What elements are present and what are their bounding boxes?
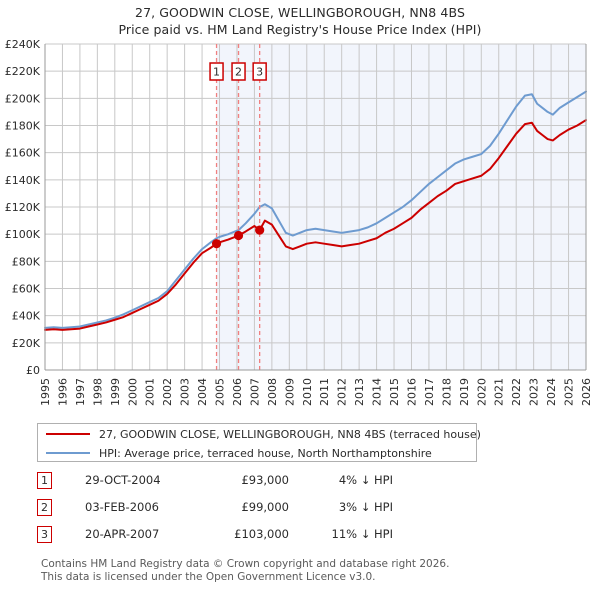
y-axis-tick-label: £120K bbox=[5, 201, 41, 214]
x-axis-tick-label: 1999 bbox=[109, 378, 122, 406]
footer-line-copyright: Contains HM Land Registry data © Crown c… bbox=[41, 558, 450, 570]
x-axis-tick-label: 2000 bbox=[126, 378, 139, 406]
y-axis-tick-label: £220K bbox=[5, 65, 41, 78]
x-axis-tick-label: 2024 bbox=[545, 378, 558, 406]
x-axis-tick-label: 2026 bbox=[580, 378, 593, 406]
sale-point-marker bbox=[255, 225, 265, 235]
x-axis-tick-label: 2017 bbox=[423, 378, 436, 406]
sale-point-marker bbox=[233, 230, 244, 241]
x-axis-tick-label: 1995 bbox=[39, 378, 52, 406]
title-address: 27, GOODWIN CLOSE, WELLINGBOROUGH, NN8 4… bbox=[135, 5, 465, 20]
page-title: 27, GOODWIN CLOSE, WELLINGBOROUGH, NN8 4… bbox=[0, 0, 600, 38]
transaction-badge-2: 2 bbox=[37, 499, 52, 516]
y-axis-tick-label: £200K bbox=[5, 92, 41, 105]
x-axis-tick-label: 2025 bbox=[563, 378, 576, 406]
x-axis-tick-label: 2007 bbox=[248, 378, 261, 406]
chart-marker-badge bbox=[231, 62, 246, 81]
x-axis-tick-label: 2016 bbox=[405, 378, 418, 406]
legend-swatch-hpi bbox=[46, 452, 90, 454]
x-axis-tick-label: 2010 bbox=[301, 378, 314, 406]
transactions-table: 1 29-OCT-2004 £93,000 4% ↓ HPI 2 03-FEB-… bbox=[37, 471, 507, 552]
y-axis-tick-label: £180K bbox=[5, 120, 41, 133]
x-axis-tick-label: 2015 bbox=[388, 378, 401, 406]
series-line bbox=[44, 119, 587, 331]
x-axis-tick-label: 2012 bbox=[336, 378, 349, 406]
y-axis-tick-label: £160K bbox=[5, 147, 41, 160]
x-axis-tick-label: 2020 bbox=[475, 378, 488, 406]
transaction-date-2: 03-FEB-2006 bbox=[85, 500, 159, 514]
footer-attribution: Contains HM Land Registry data © Crown c… bbox=[41, 558, 561, 583]
table-row: 1 29-OCT-2004 £93,000 4% ↓ HPI bbox=[37, 471, 507, 498]
legend-item-hpi: HPI: Average price, terraced house, Nort… bbox=[38, 444, 476, 462]
transaction-date-3: 20-APR-2007 bbox=[85, 527, 160, 541]
chart-marker-badge-label: 3 bbox=[256, 66, 263, 79]
x-axis-tick-label: 1997 bbox=[74, 378, 87, 406]
y-axis-tick-label: £140K bbox=[5, 174, 41, 187]
transaction-badge-1: 1 bbox=[37, 472, 52, 489]
table-row: 2 03-FEB-2006 £99,000 3% ↓ HPI bbox=[37, 498, 507, 525]
transaction-badge-3: 3 bbox=[37, 526, 52, 543]
transaction-delta-3: 11% ↓ HPI bbox=[331, 527, 393, 541]
x-axis-tick-label: 2013 bbox=[353, 378, 366, 406]
chart-marker-badge bbox=[252, 62, 267, 81]
footer-line-licence: This data is licensed under the Open Gov… bbox=[41, 570, 376, 583]
x-axis-tick-label: 1996 bbox=[56, 378, 69, 406]
y-axis-tick-label: £20K bbox=[12, 337, 41, 350]
x-axis-tick-label: 2022 bbox=[510, 378, 523, 406]
x-axis-tick-label: 1998 bbox=[91, 378, 104, 406]
x-axis-tick-label: 2023 bbox=[528, 378, 541, 406]
x-axis-tick-label: 2011 bbox=[318, 378, 331, 406]
x-axis-tick-label: 2019 bbox=[458, 378, 471, 406]
x-axis-tick-label: 2021 bbox=[493, 378, 506, 406]
transaction-delta-1: 4% ↓ HPI bbox=[338, 473, 393, 487]
chart-marker-badge-label: 1 bbox=[213, 66, 220, 79]
chart-marker-badge bbox=[209, 62, 224, 81]
price-chart: £0 £20K £40K £60K £80K £100K £120K £140K £160K £1… bbox=[5, 38, 593, 406]
transaction-price-3: £103,000 bbox=[234, 527, 289, 541]
legend-item-property: 27, GOODWIN CLOSE, WELLINGBOROUGH, NN8 4… bbox=[38, 425, 481, 443]
transaction-delta-2: 3% ↓ HPI bbox=[338, 500, 393, 514]
y-axis-tick-label: £0 bbox=[26, 364, 40, 377]
y-axis-tick-label: £60K bbox=[12, 283, 41, 296]
transaction-price-1: £93,000 bbox=[241, 473, 289, 487]
transaction-date-1: 29-OCT-2004 bbox=[85, 473, 161, 487]
y-axis-tick-label: £40K bbox=[12, 310, 41, 323]
x-axis-tick-label: 2003 bbox=[179, 378, 192, 406]
chart-area: £0 £20K £40K £60K £80K £100K £120K £140K £160K £1… bbox=[0, 38, 600, 413]
series-line bbox=[44, 90, 587, 329]
legend-swatch-property bbox=[46, 433, 90, 435]
x-axis-tick-label: 2001 bbox=[144, 378, 157, 406]
y-axis-tick-label: £100K bbox=[5, 228, 41, 241]
x-axis-tick-label: 2008 bbox=[266, 378, 279, 406]
legend-label-property: 27, GOODWIN CLOSE, WELLINGBOROUGH, NN8 4… bbox=[99, 427, 481, 441]
y-axis-tick-label: £80K bbox=[12, 255, 41, 268]
x-axis-tick-label: 2009 bbox=[283, 378, 296, 406]
x-axis-tick-label: 2006 bbox=[231, 378, 244, 406]
x-axis-tick-label: 2018 bbox=[440, 378, 453, 406]
chart-legend: 27, GOODWIN CLOSE, WELLINGBOROUGH, NN8 4… bbox=[37, 423, 481, 462]
x-axis-tick-label: 2002 bbox=[161, 378, 174, 406]
sale-point-marker bbox=[211, 239, 222, 249]
legend-label-hpi: HPI: Average price, terraced house, Nort… bbox=[99, 446, 432, 460]
x-axis-tick-label: 2004 bbox=[196, 378, 209, 406]
y-axis-tick-label: £240K bbox=[5, 38, 41, 51]
transaction-price-2: £99,000 bbox=[241, 500, 289, 514]
title-subtitle: Price paid vs. HM Land Registry's House … bbox=[118, 22, 482, 37]
x-axis-tick-label: 2005 bbox=[214, 378, 227, 406]
chart-marker-badge-label: 2 bbox=[235, 66, 242, 79]
table-row: 3 20-APR-2007 £103,000 11% ↓ HPI bbox=[37, 525, 507, 552]
x-axis-tick-label: 2014 bbox=[371, 378, 384, 406]
